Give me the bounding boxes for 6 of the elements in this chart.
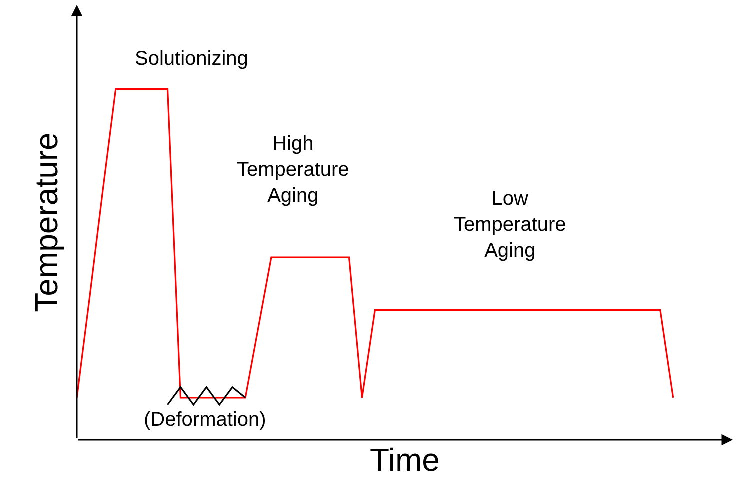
x-axis-title: Time [370, 442, 440, 478]
y-axis-title: Temperature [28, 132, 64, 312]
annotation: Low Temperature Aging [454, 188, 566, 262]
annotation: (Deformation) [144, 409, 266, 431]
text: Solutionizing [135, 48, 248, 70]
annotation: High Temperature Aging [237, 133, 350, 207]
